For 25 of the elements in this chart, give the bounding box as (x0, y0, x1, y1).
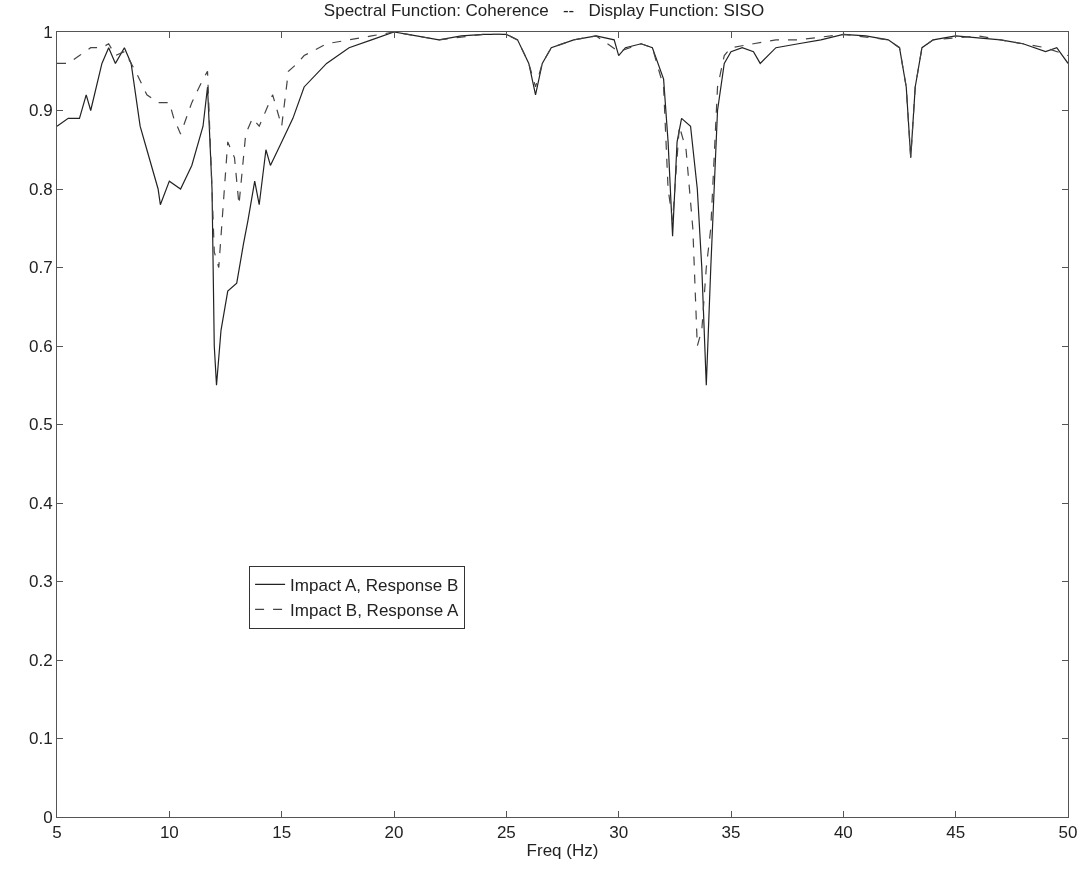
x-tick-label: 25 (496, 823, 516, 843)
y-tick-label: 0.2 (28, 650, 53, 670)
x-tick-label: 50 (1058, 823, 1078, 843)
x-tick-label: 15 (272, 823, 292, 843)
x-tick-label: 30 (609, 823, 629, 843)
y-tick-label: 0.3 (28, 572, 53, 592)
legend-label: Impact A, Response B (290, 575, 459, 595)
x-tick-label: 20 (384, 823, 404, 843)
y-tick-label: 0.1 (28, 729, 53, 749)
y-tick-label: 1 (43, 22, 53, 42)
chart-title: Spectral Function: Coherence -- Display Function: SISO (323, 1, 765, 21)
legend-label: Impact B, Response A (290, 601, 459, 621)
y-tick-label: 0 (43, 807, 53, 827)
x-tick-label: 35 (721, 823, 741, 843)
y-tick-label: 0.8 (28, 179, 53, 199)
y-tick-label: 0.5 (28, 415, 53, 435)
y-tick-label: 0.4 (28, 493, 53, 513)
x-tick-label: 40 (833, 823, 853, 843)
x-tick-label: 10 (159, 823, 179, 843)
x-tick-label: 5 (52, 823, 62, 843)
x-tick-label: 45 (946, 823, 966, 843)
y-tick-label: 0.9 (28, 101, 53, 121)
y-tick-label: 0.6 (28, 336, 53, 356)
y-tick-label: 0.7 (28, 258, 53, 278)
x-axis-title: Freq (Hz) (526, 840, 599, 860)
